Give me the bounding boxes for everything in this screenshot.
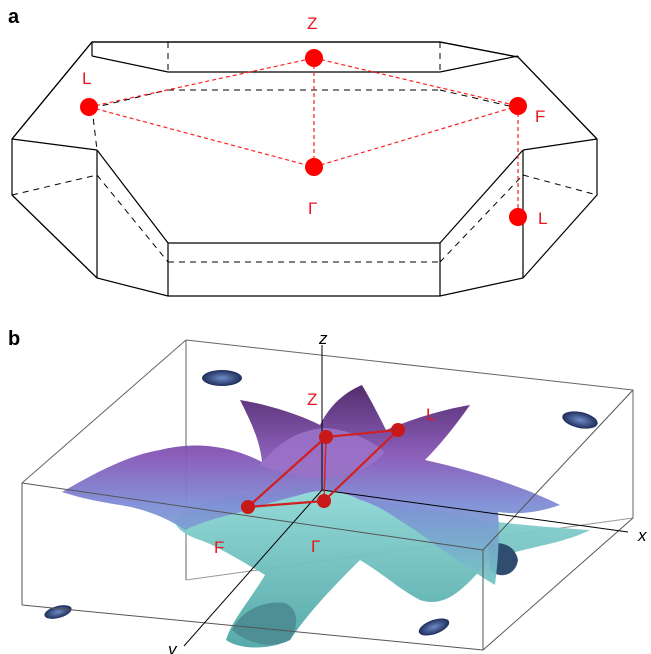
x-axis [321,489,629,533]
brillouin-zone-diagram: Z L F Γ L [11,14,598,297]
label-Gamma-3d: Γ [311,537,320,556]
pocket-bottom-left [44,605,72,619]
label-Z: Z [307,14,317,33]
label-F: F [535,107,545,126]
zone-edges [11,41,598,297]
panel-b-label: b [8,328,21,350]
panel-a-label: a [8,6,20,28]
point-F-3d [241,500,255,514]
box-front-edges [21,389,634,651]
symmetry-points-3d [241,423,405,514]
fermi-surface-upper [62,385,560,585]
pocket-top-left [202,370,242,386]
label-F-3d: F [214,538,224,557]
axis-label-x: x [637,526,647,545]
axis-label-y: y [167,640,178,654]
point-F [509,97,527,115]
point-Gamma-3d [317,494,331,508]
point-Z [305,49,323,67]
axis-label-z: z [318,329,328,348]
high-symmetry-points [80,49,527,226]
label-Z-3d: Z [307,390,317,409]
label-L-right: L [538,209,547,228]
point-L-right [509,208,527,226]
point-Z-3d [319,430,333,444]
label-Gamma: Γ [308,199,317,218]
point-L-left [80,98,98,116]
pocket-top-right [562,411,598,429]
zone-hidden-edges [11,42,598,263]
point-Gamma [305,158,323,176]
fermi-tube-left [232,602,297,645]
label-L-3d: L [426,405,435,424]
label-L-left: L [82,69,91,88]
fermi-surface-diagram: z x y Z L F Γ [21,329,647,654]
y-axis [183,489,323,647]
high-symmetry-path [88,57,519,217]
point-L-3d [391,423,405,437]
pocket-bottom-right [418,618,450,636]
symmetry-path-3d [247,428,399,509]
coordinate-axes [183,345,629,647]
